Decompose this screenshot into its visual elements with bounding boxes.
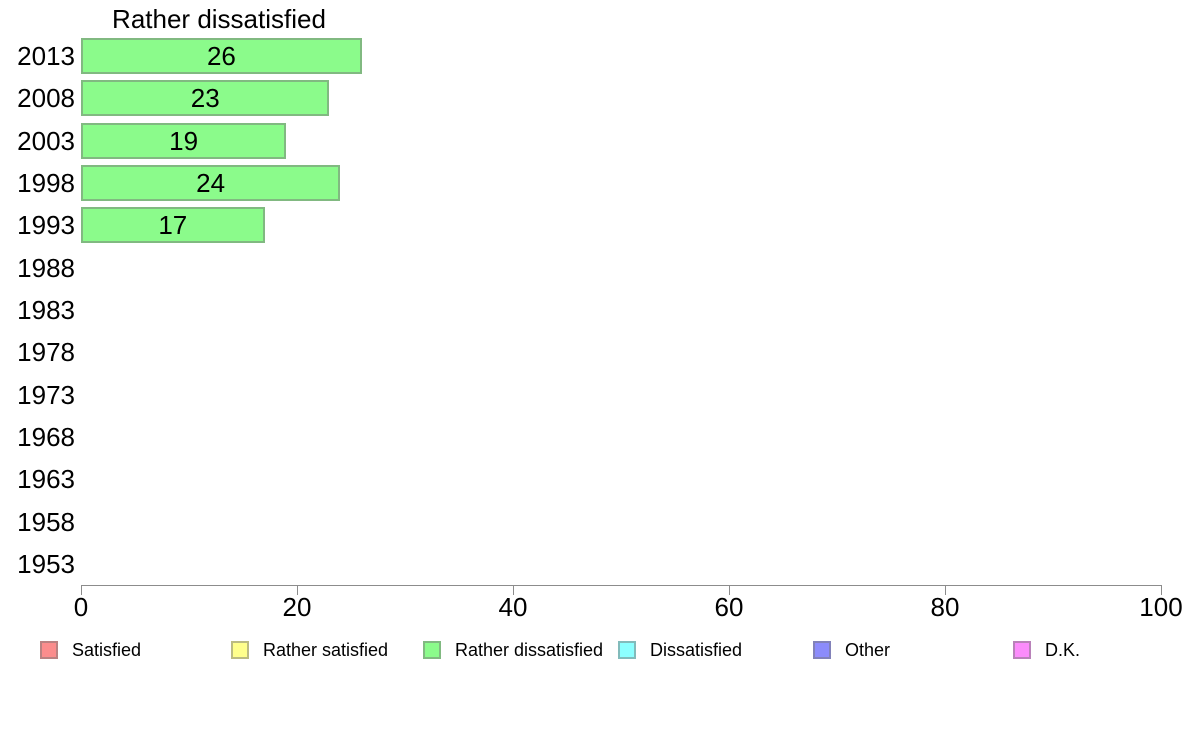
legend-swatch xyxy=(813,641,831,659)
chart-row: 1963 xyxy=(0,458,1188,500)
chart-row: 1983 xyxy=(0,289,1188,331)
y-axis-label: 1978 xyxy=(17,337,75,368)
y-axis-label: 2008 xyxy=(17,83,75,114)
legend-item-label: Dissatisfied xyxy=(650,640,743,660)
bar-track xyxy=(81,289,1188,331)
legend-item-rather-satisfied: Rather satisfied xyxy=(231,641,388,659)
bar-track: 17 xyxy=(81,204,1188,246)
chart-row: 2008 23 xyxy=(0,77,1188,119)
x-axis-tick xyxy=(1161,585,1162,595)
y-axis-label: 1968 xyxy=(17,421,75,452)
legend-swatch xyxy=(1013,641,1031,659)
x-axis-tick xyxy=(81,585,82,595)
y-axis-label: 1963 xyxy=(17,464,75,495)
bar-track xyxy=(81,416,1188,458)
chart-title: Rather dissatisfied xyxy=(112,4,326,34)
bar-track xyxy=(81,331,1188,373)
y-axis-label: 1973 xyxy=(17,379,75,410)
legend-item-label: Other xyxy=(845,640,891,660)
legend-item-label: Rather dissatisfied xyxy=(455,640,604,660)
y-axis-label: 1983 xyxy=(17,295,75,325)
y-axis-label: 1988 xyxy=(17,252,75,283)
bar-track: 19 xyxy=(81,120,1188,162)
legend-item-d-k: D.K. xyxy=(1013,641,1080,659)
chart-row: 1998 24 xyxy=(0,162,1188,204)
bar-track xyxy=(81,373,1188,415)
bar-value-label: 26 xyxy=(206,41,236,72)
legend-item-satisfied: Satisfied xyxy=(40,641,141,659)
chart-row: 1968 xyxy=(0,416,1188,458)
bar-value-label: 24 xyxy=(196,168,226,199)
bar-track: 24 xyxy=(81,162,1188,204)
chart-row: 1973 xyxy=(0,373,1188,415)
legend-item-rather-dissatisfied: Rather dissatisfied xyxy=(423,641,603,659)
y-axis-label: 2003 xyxy=(17,125,75,156)
x-axis-tick-label: 80 xyxy=(930,592,960,622)
chart-row: 2003 19 xyxy=(0,120,1188,162)
x-axis-tick-label: 40 xyxy=(498,592,528,622)
bar-track xyxy=(81,543,1188,585)
bar-track: 23 xyxy=(81,77,1188,119)
y-axis-label: 1993 xyxy=(17,210,75,241)
x-axis-tick-label: 60 xyxy=(714,592,744,622)
bar-value-label: 19 xyxy=(169,125,199,156)
x-axis-tick-label: 100 xyxy=(1139,592,1183,622)
x-axis-tick-label: 0 xyxy=(73,592,89,622)
bar: 24 xyxy=(81,165,341,202)
y-axis-label: 1998 xyxy=(17,168,75,199)
x-axis-tick xyxy=(729,585,730,595)
legend-swatch xyxy=(618,641,636,659)
y-axis-label: 2013 xyxy=(17,41,75,72)
chart-row: 1993 17 xyxy=(0,204,1188,246)
bar-track xyxy=(81,458,1188,500)
y-axis-label: 1958 xyxy=(17,506,75,537)
bar-track: 26 xyxy=(81,35,1188,77)
legend-swatch xyxy=(423,641,441,659)
chart-row: 1953 xyxy=(0,543,1188,585)
bar-track xyxy=(81,500,1188,542)
legend-swatch xyxy=(40,641,58,659)
x-axis-tick xyxy=(297,585,298,595)
legend-item-label: D.K. xyxy=(1045,640,1081,660)
bar: 17 xyxy=(81,207,265,244)
bar: 26 xyxy=(81,38,362,75)
bar-value-label: 23 xyxy=(190,83,220,114)
x-axis-tick xyxy=(945,585,946,595)
legend-item-other: Other xyxy=(813,641,890,659)
x-axis-tick xyxy=(513,585,514,595)
bar: 23 xyxy=(81,80,330,117)
chart-row: 2013 26 xyxy=(0,35,1188,77)
legend-item-label: Rather satisfied xyxy=(263,640,389,660)
chart-row: 1988 xyxy=(0,247,1188,289)
x-axis-line xyxy=(81,585,1161,586)
chart-row: 1958 xyxy=(0,500,1188,542)
legend-item-label: Satisfied xyxy=(72,640,142,660)
x-axis-tick-label: 20 xyxy=(282,592,312,622)
bar-value-label: 17 xyxy=(158,210,188,241)
chart-row: 1978 xyxy=(0,331,1188,373)
legend-item-dissatisfied: Dissatisfied xyxy=(618,641,742,659)
legend-swatch xyxy=(231,641,249,659)
bar-track xyxy=(81,247,1188,289)
bar: 19 xyxy=(81,122,287,159)
y-axis-label: 1953 xyxy=(17,548,75,579)
